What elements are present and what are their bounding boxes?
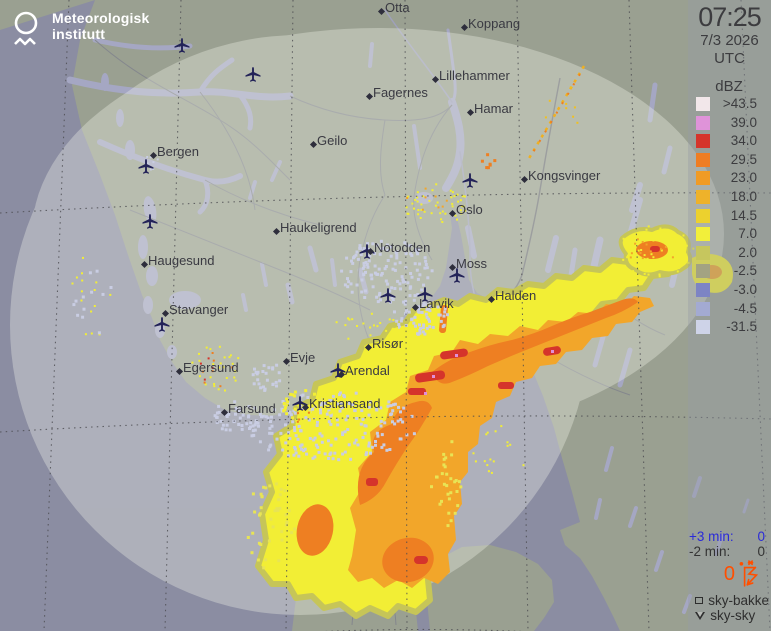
city-marker <box>149 151 158 160</box>
city-marker <box>161 309 170 318</box>
city-label: Bergen <box>157 144 199 159</box>
city-marker <box>337 370 346 379</box>
city-label: Notodden <box>374 240 431 255</box>
city-label: Kongsvinger <box>528 168 601 183</box>
logo-line2: institutt <box>52 26 106 42</box>
city-marker <box>365 92 374 101</box>
city-marker <box>220 408 229 417</box>
city-label: Fagernes <box>373 85 428 100</box>
city-marker <box>411 303 420 312</box>
city-label: Haukeligrend <box>280 220 357 235</box>
city-marker <box>377 7 386 16</box>
airport-plane-icon <box>380 288 396 303</box>
city-label: Larvik <box>419 296 454 311</box>
city-label: Stavanger <box>169 302 229 317</box>
airport-plane-icon <box>154 317 170 332</box>
city-marker <box>448 263 457 272</box>
city-marker <box>140 260 149 269</box>
water-features <box>66 9 750 614</box>
airport-plane-icon <box>245 67 261 82</box>
city-label: Farsund <box>228 401 276 416</box>
city-marker <box>487 295 496 304</box>
city-marker <box>282 357 291 366</box>
land-kattegat <box>427 545 554 631</box>
airport-plane-icon <box>174 38 190 53</box>
city-label: Haugesund <box>148 253 215 268</box>
city-label: Kristiansand <box>309 396 381 411</box>
city-marker <box>175 367 184 376</box>
city-marker <box>431 75 440 84</box>
city-marker <box>272 227 281 236</box>
airport-plane-icon <box>449 268 465 283</box>
city-label: Halden <box>495 288 537 303</box>
city-label: Lillehammer <box>439 68 510 83</box>
city-label: Otta <box>385 0 410 15</box>
met-institute-logo: Meteorologisk institutt <box>12 10 150 52</box>
city-label: Hamar <box>474 101 514 116</box>
precip-speckle <box>71 86 695 570</box>
airport-plane-icon <box>142 214 158 229</box>
airport-plane-icon <box>138 159 154 174</box>
city-label: Moss <box>456 256 488 271</box>
city-marker <box>448 209 457 218</box>
airport-plane-icon <box>462 173 478 188</box>
city-label: Evje <box>290 350 316 365</box>
airport-plane-icon <box>330 363 346 378</box>
coastal-islands <box>101 73 433 359</box>
city-marker <box>520 175 529 184</box>
city-label: Geilo <box>317 133 348 148</box>
city-marker <box>301 403 310 412</box>
city-label: Koppang <box>468 16 521 31</box>
city-marker <box>309 140 318 149</box>
met-logo-text: Meteorologisk institutt <box>52 10 150 52</box>
city-marker <box>460 23 469 32</box>
airport-plane-icon <box>417 287 433 302</box>
city-label: Risør <box>372 336 404 351</box>
logo-line1: Meteorologisk <box>52 10 150 26</box>
city-label: Arendal <box>345 363 390 378</box>
city-marker <box>466 108 475 117</box>
city-marker <box>366 247 375 256</box>
airport-plane-icon <box>292 396 308 411</box>
city-label: Egersund <box>183 360 239 375</box>
city-label: Oslo <box>456 202 483 217</box>
met-logo-icon <box>14 11 38 46</box>
city-marker <box>364 343 373 352</box>
